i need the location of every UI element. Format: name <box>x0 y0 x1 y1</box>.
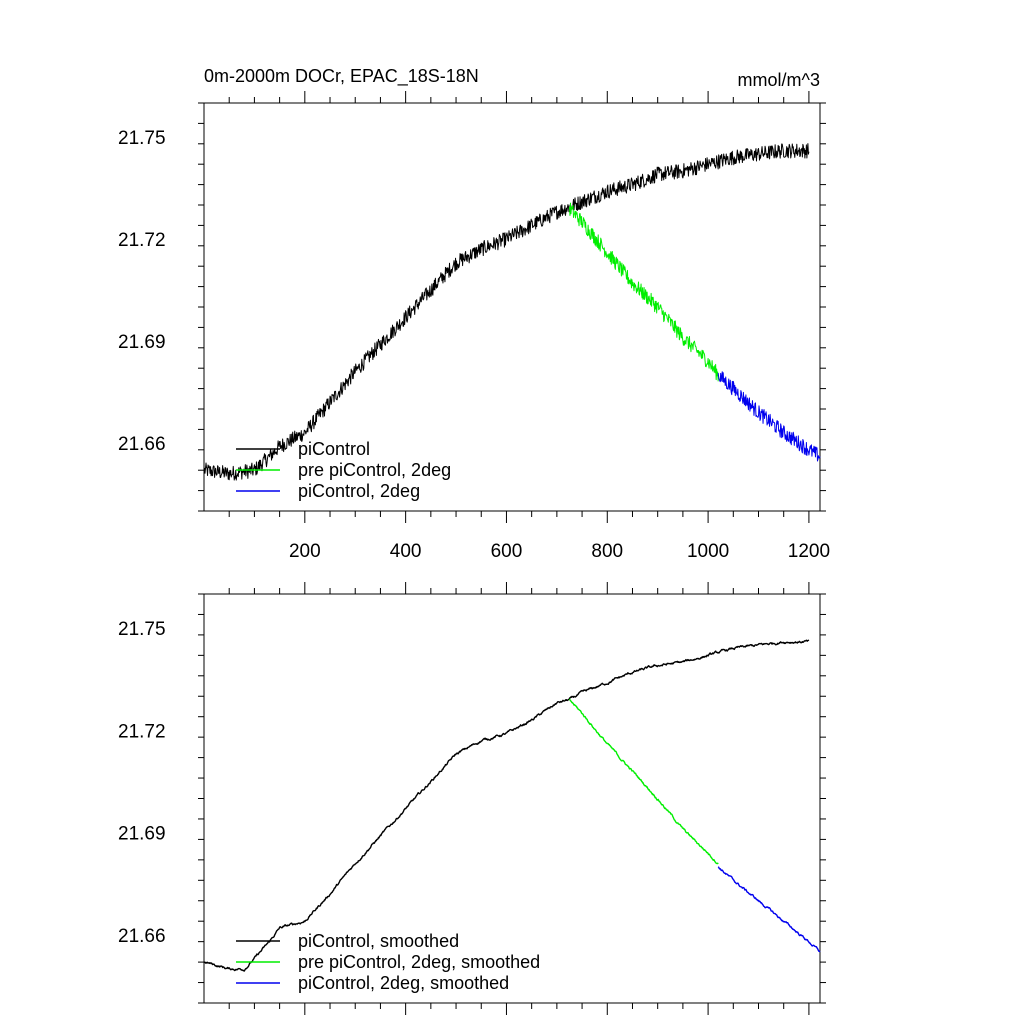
y-tick-label: 21.75 <box>118 619 166 640</box>
legend-label: pre piControl, 2deg, smoothed <box>298 952 540 972</box>
y-tick-label: 21.72 <box>118 721 166 742</box>
legend-label: piControl, smoothed <box>298 931 459 951</box>
series-line-2 <box>717 371 821 462</box>
series-line-2 <box>717 866 821 953</box>
x-tick-label: 1000 <box>687 541 729 562</box>
x-tick-label: 400 <box>390 541 422 562</box>
y-tick-label: 21.69 <box>118 824 166 845</box>
chart-title: 0m-2000m DOCr, EPAC_18S-18N <box>204 66 479 87</box>
legend-label: piControl <box>298 439 370 459</box>
x-tick-label: 1200 <box>788 541 830 562</box>
top-panel: 21.66 21.69 21.72 21.75 200 400 600 800 1000 1200… <box>118 91 830 562</box>
series-line-0 <box>203 639 810 972</box>
plot-frame <box>203 593 821 1004</box>
x-tick-label: 600 <box>491 541 523 562</box>
series-line-1 <box>568 698 719 865</box>
legend-label: piControl, 2deg <box>298 481 420 501</box>
series-line-0 <box>204 143 810 481</box>
x-tick-label: 800 <box>591 541 623 562</box>
legend-label: piControl, 2deg, smoothed <box>298 973 509 993</box>
y-tick-label: 21.75 <box>118 128 166 149</box>
y-tick-label: 21.69 <box>118 332 166 353</box>
series-line-1 <box>568 202 719 382</box>
plot-frame <box>203 102 821 512</box>
units-label: mmol/m^3 <box>738 70 820 90</box>
y-tick-label: 21.72 <box>118 230 166 251</box>
y-tick-label: 21.66 <box>118 434 166 455</box>
x-tick-label: 200 <box>289 541 321 562</box>
legend-label: pre piControl, 2deg <box>298 460 451 480</box>
y-tick-label: 21.66 <box>118 926 166 947</box>
